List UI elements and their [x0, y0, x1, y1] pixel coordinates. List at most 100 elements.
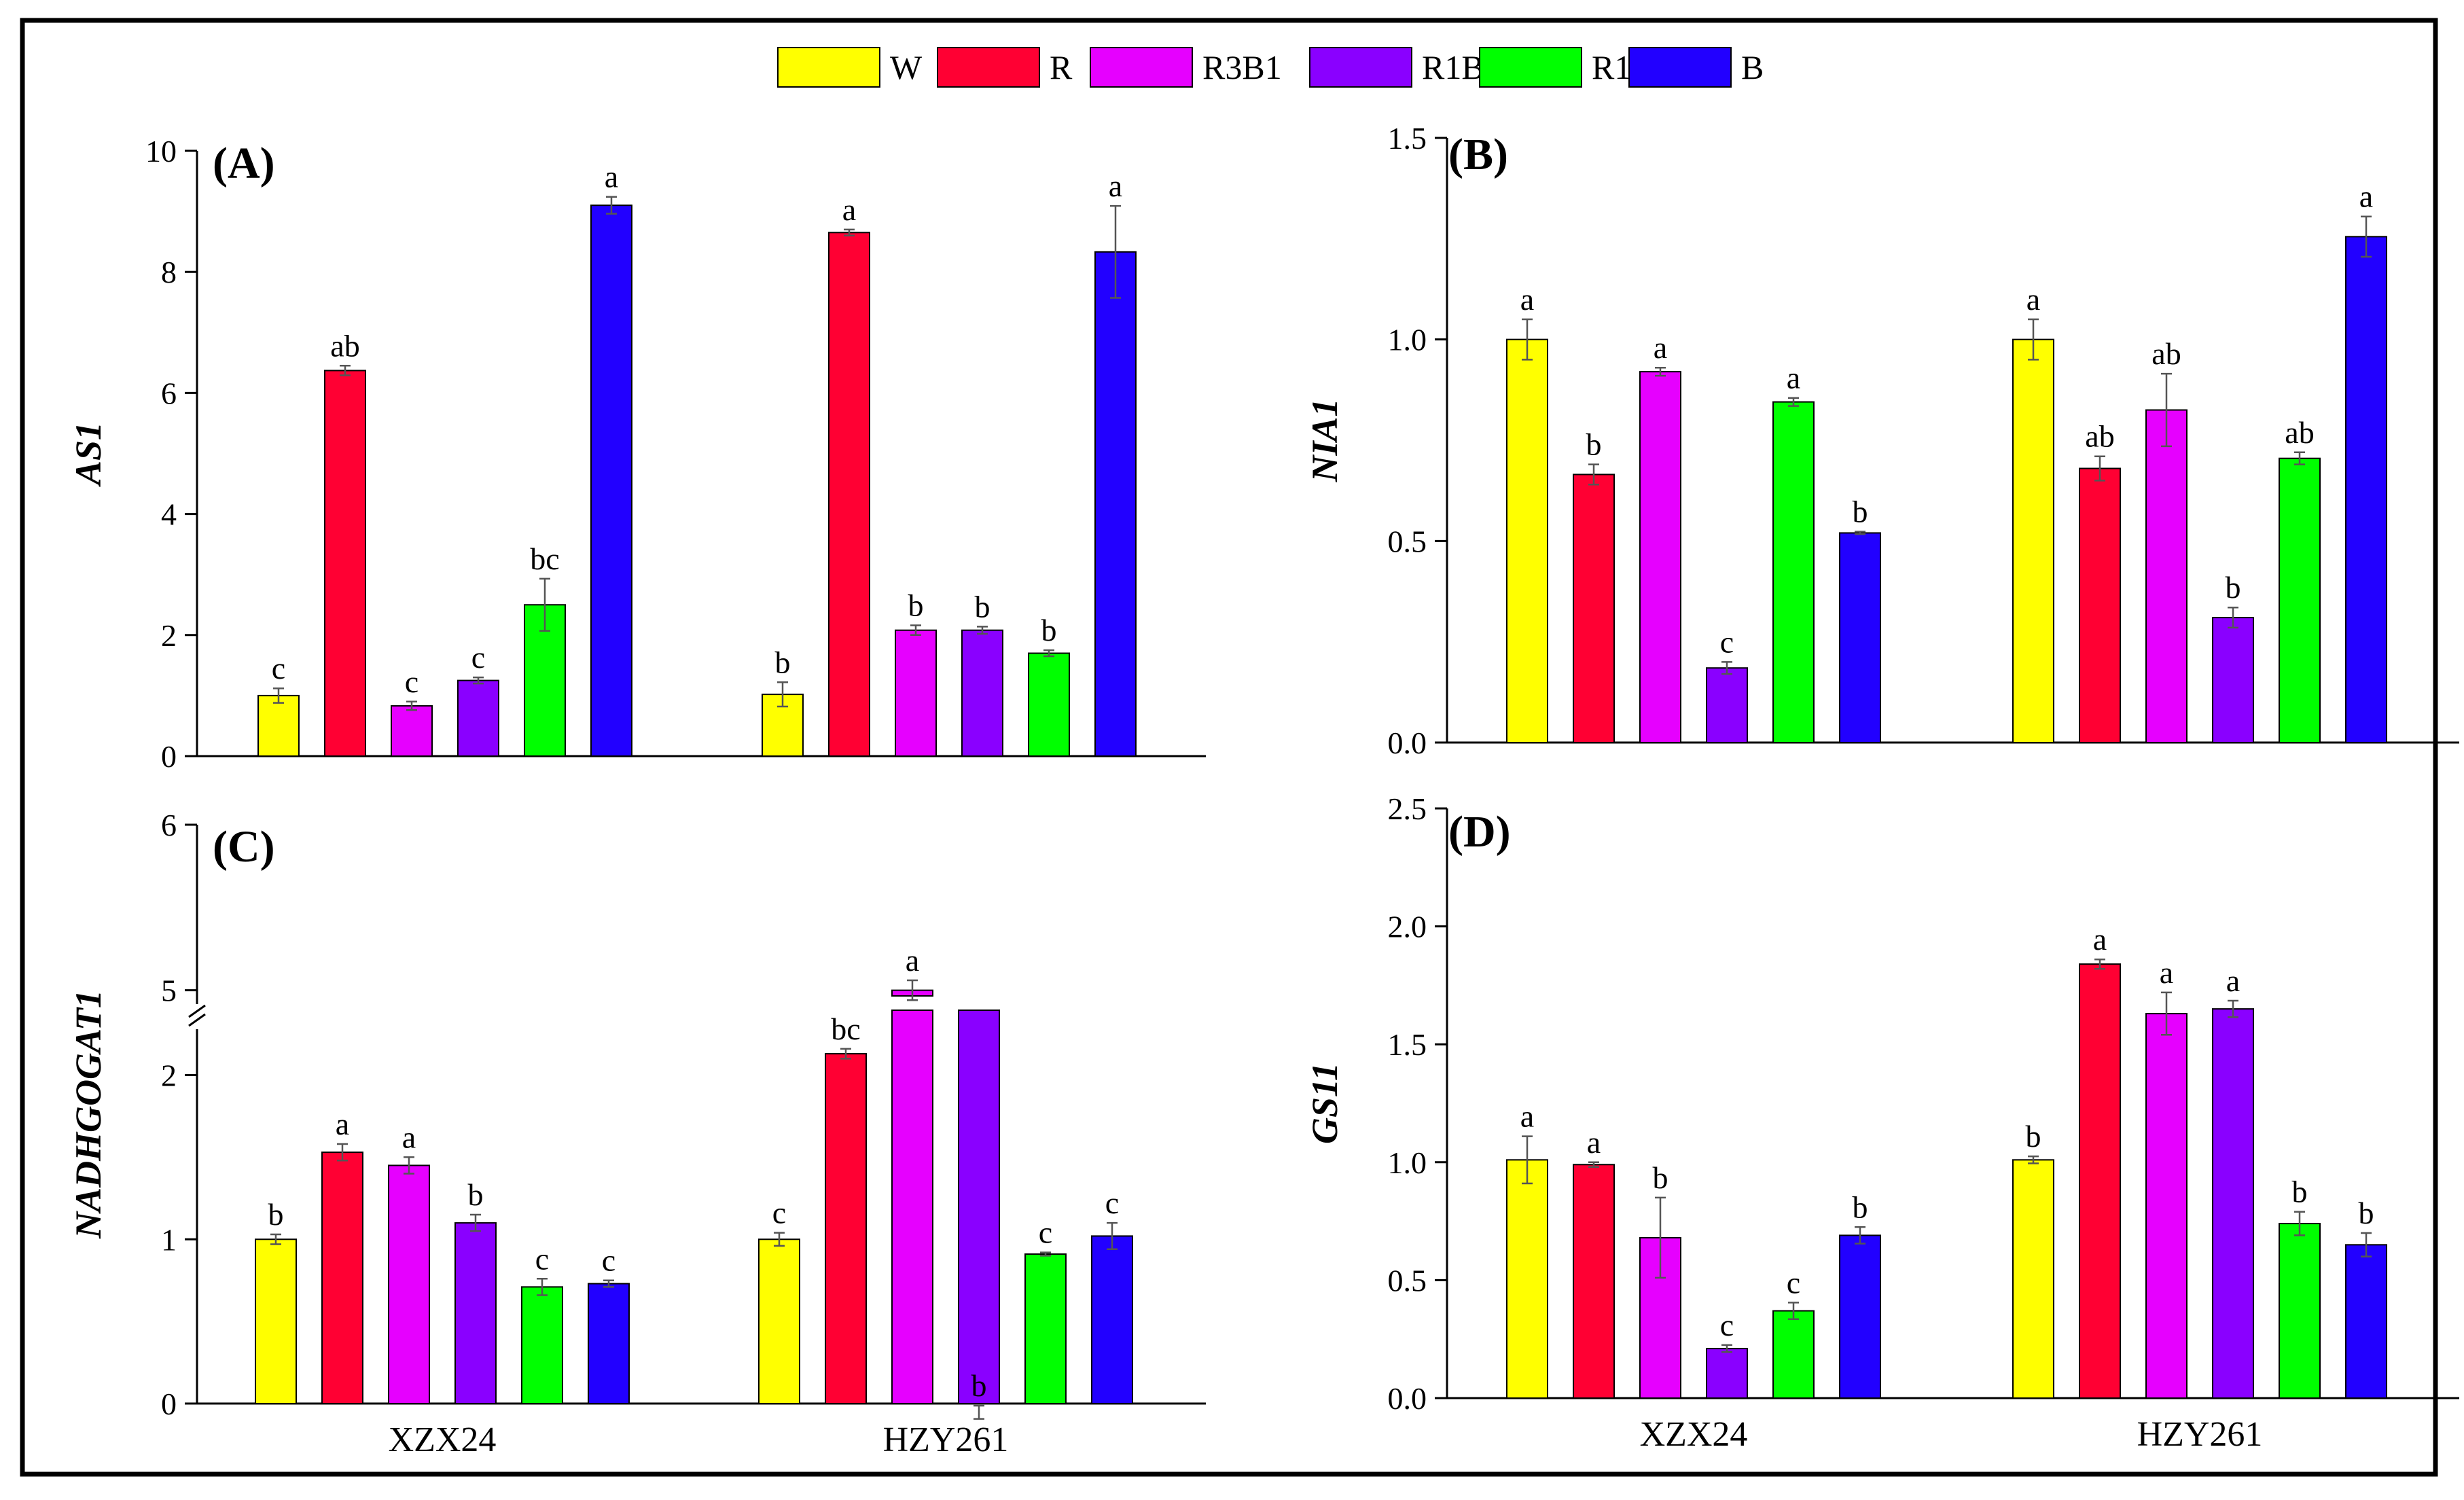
bar-c-hzy261-w [758, 1238, 800, 1404]
bar-d-hzy261-b [2345, 1244, 2387, 1399]
error-bar [606, 196, 617, 215]
bar-b-xzx24-r [1573, 474, 1615, 744]
y-tick-label: 1.5 [1388, 121, 1427, 156]
bar-d-xzx24-r1b3 [1772, 1310, 1815, 1399]
bar-b-hzy261-r1b1 [2212, 617, 2254, 743]
significance-letter: a [2226, 963, 2240, 998]
x-group-label-hzy261: HZY261 [2137, 1415, 2263, 1454]
legend: WRR3B1R1B1R1B3B [777, 47, 1764, 88]
error-bar [840, 1048, 851, 1060]
bar-c-hzy261-r1b3 [1024, 1253, 1067, 1404]
significance-letter: a [906, 943, 919, 978]
legend-swatch-b [1628, 47, 1732, 88]
significance-letter: c [602, 1243, 615, 1278]
legend-label-b: B [1741, 48, 1764, 86]
panel-d: 0.0 0.5 1.0 1.5 2.0 2.5 (D) GS11 a a b c c b XZX24 b a a a… [1304, 791, 2459, 1454]
bar-a-hzy261-b [1094, 251, 1137, 757]
significance-letter: b [2226, 570, 2241, 605]
panel-label-b: (B) [1448, 130, 1508, 179]
bar-d-xzx24-w [1506, 1159, 1548, 1399]
significance-letter: c [1720, 1308, 1734, 1342]
legend-label-w: W [890, 48, 923, 86]
bar-b-hzy261-r3b1 [2145, 409, 2188, 743]
axis-break-mark [188, 1013, 206, 1027]
significance-letter: c [272, 651, 285, 685]
significance-letter: a [2160, 955, 2173, 990]
error-bar [1040, 1251, 1051, 1257]
bar-b-xzx24-b [1839, 532, 1881, 743]
error-bar [1522, 1135, 1533, 1185]
error-bar [2161, 991, 2172, 1036]
error-bar [974, 1404, 984, 1420]
error-bar [2161, 372, 2172, 448]
bar-d-xzx24-r1b1 [1706, 1348, 1748, 1399]
y-tick-label: 8 [161, 255, 177, 289]
significance-letter: bc [530, 541, 559, 576]
significance-letter: b [975, 589, 990, 624]
significance-letter: a [402, 1120, 416, 1154]
significance-letter: b [1853, 495, 1868, 529]
error-bar [340, 365, 351, 376]
significance-letter: c [471, 640, 485, 675]
significance-letter: b [1853, 1190, 1868, 1224]
legend-swatch-w [777, 47, 880, 88]
bar-a-hzy261-r [828, 232, 870, 757]
significance-letter: a [1520, 1099, 1534, 1134]
error-bar [1588, 463, 1599, 486]
axis-break-mark [188, 1004, 206, 1018]
error-bar [270, 1233, 281, 1245]
panel-label-a: (A) [213, 139, 275, 188]
y-tick-label: 2 [161, 618, 177, 653]
bar-c-xzx24-b [588, 1283, 630, 1404]
y-tick-label: 1 [161, 1222, 177, 1257]
significance-letter: a [1787, 361, 1800, 395]
significance-letter: b [268, 1197, 284, 1232]
significance-letter: a [2093, 922, 2107, 957]
significance-letter: b [468, 1177, 484, 1212]
error-bar [1043, 649, 1054, 658]
y-tick-label: 2 [161, 1058, 177, 1093]
bar-a-xzx24-r3b1 [391, 705, 433, 757]
y-tick-label: 0.5 [1388, 524, 1427, 558]
significance-letter: c [1105, 1185, 1119, 1220]
error-bar [1721, 661, 1732, 675]
error-bar [1107, 1221, 1118, 1251]
error-bar [537, 1278, 548, 1296]
y-tick-label: 2.0 [1388, 910, 1427, 944]
error-bar [1788, 1302, 1799, 1320]
bar-a-hzy261-r1b1 [961, 629, 1003, 757]
bar-d-xzx24-b [1839, 1234, 1881, 1399]
significance-letter: ab [2085, 419, 2114, 454]
bar-c-hzy261-b [1091, 1235, 1133, 1405]
significance-letter: c [535, 1241, 549, 1276]
error-bar [2228, 606, 2238, 629]
y-tick-label: 6 [161, 808, 177, 842]
significance-letter: b [2026, 1119, 2041, 1154]
significance-letter: b [971, 1368, 987, 1403]
bar-a-xzx24-w [257, 694, 300, 757]
error-bar [1655, 366, 1666, 377]
y-tick-label: 10 [145, 134, 177, 168]
y-axis-label-d: GS11 [1304, 1062, 1345, 1144]
x-group-label-xzx24: XZX24 [1640, 1415, 1748, 1454]
error-bar [2228, 999, 2238, 1018]
error-bar [2094, 958, 2105, 970]
bar-d-hzy261-r1b1 [2212, 1008, 2254, 1399]
bar-a-xzx24-b [590, 204, 632, 757]
y-tick-label: 2.5 [1388, 791, 1427, 826]
significance-letter: b [908, 588, 924, 623]
error-bar [539, 577, 550, 632]
error-bar [777, 681, 788, 708]
bar-b-xzx24-r1b1 [1706, 667, 1748, 744]
legend-swatch-r3b1 [1090, 47, 1193, 88]
significance-letter: a [605, 160, 618, 194]
error-bar [2294, 451, 2305, 465]
significance-letter: c [1787, 1265, 1800, 1300]
error-bar [2294, 1211, 2305, 1236]
y-tick-label: 1.0 [1388, 1145, 1427, 1180]
bar-c-xzx24-r [321, 1151, 363, 1405]
significance-letter: a [842, 192, 856, 227]
significance-letter: bc [831, 1012, 860, 1046]
